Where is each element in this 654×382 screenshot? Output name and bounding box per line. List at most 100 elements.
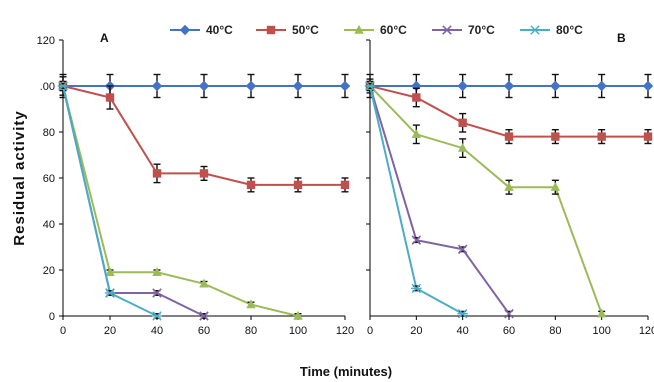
- data-point: [550, 182, 561, 191]
- data-point: [411, 129, 422, 138]
- data-point: [246, 299, 256, 309]
- panel-label: A: [100, 31, 109, 45]
- y-tick-label: 0: [49, 311, 55, 323]
- data-point: [503, 80, 515, 92]
- data-point: [457, 309, 468, 319]
- legend-label: 40°C: [206, 23, 233, 37]
- data-point: [504, 132, 514, 141]
- series-line: [369, 85, 464, 315]
- series-60c: [58, 80, 303, 320]
- data-point: [293, 310, 303, 320]
- x-tick-label: 0: [60, 325, 66, 337]
- data-point: [596, 80, 607, 92]
- series-70c: [58, 81, 209, 321]
- data-point: [104, 288, 116, 298]
- legend-label: 60°C: [380, 23, 407, 37]
- series-line: [369, 85, 510, 315]
- data-point: [152, 267, 162, 276]
- x-tick-label: 20: [410, 325, 422, 337]
- y-tick-label: 80: [43, 127, 55, 139]
- data-point: [151, 311, 163, 321]
- data-point: [457, 142, 468, 152]
- series-line: [62, 85, 205, 317]
- data-point: [105, 267, 115, 276]
- x-axis-label: Time (minutes): [300, 364, 392, 379]
- legend-item-50c: 50°C: [256, 23, 319, 37]
- data-point: [151, 80, 163, 92]
- legend-label: 80°C: [556, 23, 583, 37]
- y-tick-label: 40: [43, 219, 55, 231]
- data-point: [457, 80, 468, 92]
- x-tick-label: 0: [367, 325, 373, 337]
- legend-marker: [179, 24, 191, 36]
- series-40c: [57, 73, 351, 99]
- series-line: [62, 85, 299, 317]
- y-tick-label: .00: [40, 81, 55, 93]
- y-tick-label: 120: [37, 35, 55, 47]
- legend-marker: [529, 25, 541, 35]
- data-point: [642, 80, 654, 92]
- panel-label: B: [617, 31, 626, 45]
- series-40c: [364, 73, 654, 99]
- data-point: [340, 180, 350, 190]
- data-point: [504, 308, 514, 319]
- series-70c: [365, 81, 514, 319]
- legend-item-70c: 70°C: [432, 23, 495, 37]
- x-tick-label: 40: [457, 325, 469, 337]
- legend-label: 50°C: [292, 23, 319, 37]
- series-80c: [364, 81, 468, 319]
- x-tick-label: 100: [289, 325, 307, 337]
- data-point: [152, 169, 162, 178]
- data-point: [457, 244, 468, 255]
- data-point: [550, 80, 561, 92]
- data-point: [339, 80, 351, 92]
- x-tick-label: 80: [549, 325, 561, 337]
- data-point: [551, 132, 560, 141]
- panel-a: 0 20 40 60 80 100 120 0 20 40 60 80 .00 120 A: [37, 31, 355, 337]
- x-tick-label: 120: [639, 325, 654, 337]
- x-tick-label: 100: [592, 325, 610, 337]
- legend-item-60c: 60°C: [344, 23, 407, 37]
- x-tick-label: 40: [151, 325, 163, 337]
- data-point: [246, 180, 256, 190]
- y-tick-label: 20: [43, 265, 55, 277]
- data-point: [412, 93, 421, 102]
- data-point: [245, 80, 257, 92]
- data-point: [293, 180, 303, 190]
- data-point: [364, 81, 376, 91]
- data-point: [596, 308, 607, 318]
- data-point: [57, 81, 69, 91]
- x-tick-label: 60: [503, 325, 515, 337]
- data-point: [152, 288, 162, 298]
- legend-item-80c: 80°C: [520, 23, 583, 37]
- data-point: [199, 169, 209, 178]
- data-point: [292, 80, 304, 92]
- legend: 40°C 50°C 60°C 70°C 80°C: [170, 23, 583, 37]
- x-tick-label: 60: [198, 325, 210, 337]
- data-point: [105, 93, 115, 102]
- data-point: [458, 118, 467, 127]
- y-tick-label: 60: [43, 173, 55, 185]
- legend-marker: [354, 24, 364, 34]
- data-point: [198, 80, 210, 92]
- data-point: [504, 182, 514, 191]
- series-80c: [57, 81, 163, 321]
- data-point: [643, 132, 653, 141]
- data-point: [199, 278, 209, 288]
- legend-marker: [442, 25, 452, 35]
- data-point: [411, 283, 422, 294]
- data-point: [199, 311, 209, 321]
- data-point: [411, 235, 422, 245]
- legend-label: 70°C: [468, 23, 495, 37]
- y-axis-label: Residual activity: [11, 110, 28, 245]
- series-line: [369, 85, 603, 315]
- legend-item-40c: 40°C: [170, 23, 233, 37]
- x-tick-label: 20: [104, 325, 116, 337]
- legend-marker: [266, 25, 276, 35]
- x-tick-label: 80: [245, 325, 257, 337]
- series-line: [62, 85, 158, 317]
- data-point: [597, 132, 606, 141]
- panel-b: 0 20 40 60 80 100 120 B: [364, 31, 654, 337]
- x-tick-label: 120: [336, 325, 354, 337]
